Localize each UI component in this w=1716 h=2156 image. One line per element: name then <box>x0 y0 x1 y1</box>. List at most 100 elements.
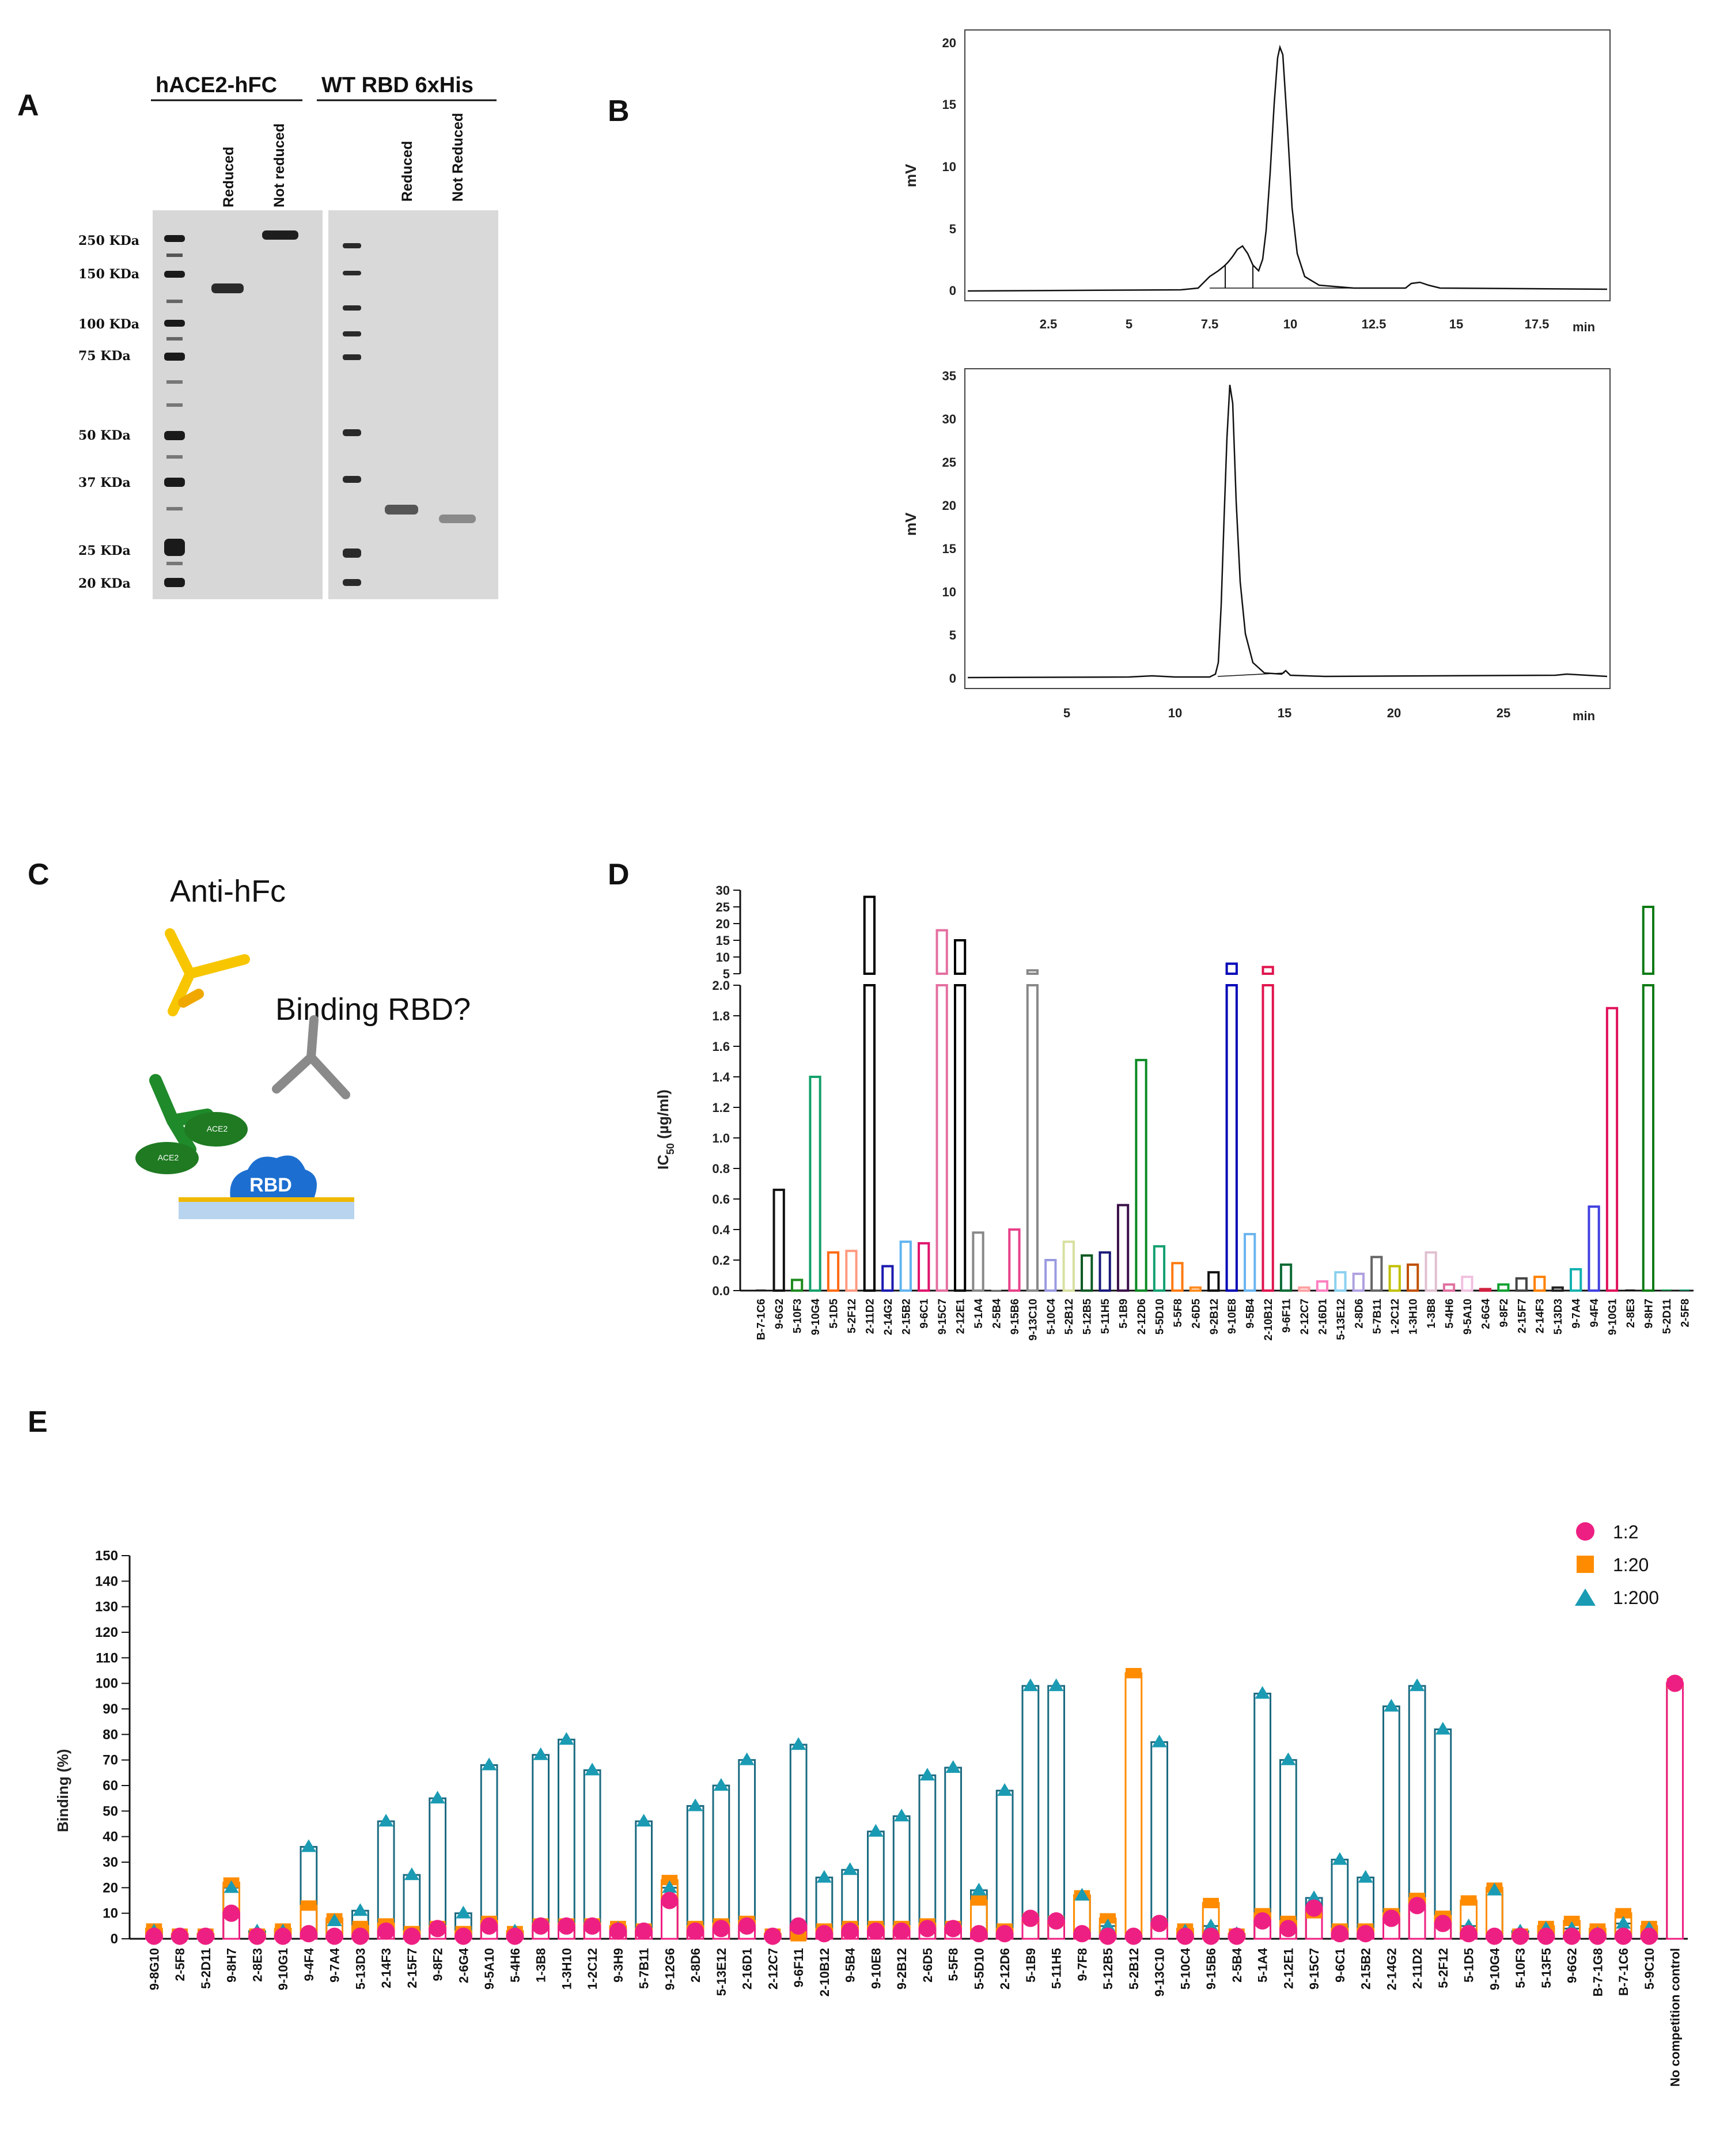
marker-1-2 <box>325 1927 343 1945</box>
category-label: 5-1A4 <box>1256 1947 1270 1983</box>
marker-1-2 <box>222 1904 240 1922</box>
marker-1-200 <box>739 1752 755 1765</box>
bar <box>1116 1204 1130 1292</box>
marker-1-2 <box>764 1927 782 1945</box>
rbd-icon: RBD <box>230 1155 317 1198</box>
bar-1-20 <box>1666 1682 1684 1940</box>
lane-label-reduced-right: Reduced <box>399 141 415 202</box>
bar <box>1425 1251 1437 1292</box>
bar <box>1044 1259 1057 1292</box>
category-label: 9-7A4 <box>328 1947 342 1983</box>
category-label: 2-11D2 <box>864 1299 876 1334</box>
marker-1-200 <box>1100 1918 1116 1931</box>
marker-1-2 <box>248 1927 266 1945</box>
chromatogram-bottom: mV 5 10 15 20 25 min 0 5 10 15 20 25 30 … <box>902 368 1611 723</box>
category-label: 5-13E12 <box>714 1948 729 1996</box>
category-label: 9-8F2 <box>431 1948 445 1981</box>
marker-1-20 <box>1100 1913 1116 1924</box>
y-tick-label: 100 <box>95 1676 118 1692</box>
panel-c: C Anti-hFc Binding RBD? ACE2 ACE2 RBD <box>28 858 471 1219</box>
bar <box>809 1076 821 1292</box>
y-tick-label: 10 <box>103 1906 118 1922</box>
marker-1-200 <box>224 1880 239 1893</box>
marker-1-2 <box>1408 1897 1426 1915</box>
bar-1-200 <box>1434 1728 1452 1940</box>
bar-upper <box>935 929 948 975</box>
category-label: 9-7F8 <box>1075 1948 1089 1981</box>
marker-1-2 <box>893 1922 911 1940</box>
panel-a-label: A <box>17 89 39 122</box>
bar <box>918 1242 930 1292</box>
category-label: 9-15C7 <box>937 1299 949 1334</box>
chromatogram-top-xtick: 12.5 <box>1362 317 1387 331</box>
lane-label-not-reduced-right: Not Reduced <box>450 113 466 202</box>
marker-1-2 <box>996 1925 1014 1943</box>
bar <box>1081 1254 1093 1292</box>
chromatogram-bottom-ytick: 0 <box>949 671 956 686</box>
category-label: 1-2C12 <box>585 1948 600 1989</box>
category-label: 5-13D3 <box>1552 1299 1565 1334</box>
chromatogram-bottom-xunit: min <box>1573 709 1595 723</box>
category-label: 2-5F8 <box>1679 1299 1691 1327</box>
category-label: 5-2D11 <box>1661 1299 1673 1334</box>
chromatogram-top-ylabel: mV <box>902 164 919 187</box>
bar-1-200 <box>480 1764 498 1940</box>
y-tick-label: 0.8 <box>712 1162 730 1176</box>
marker-1-2 <box>1047 1912 1065 1930</box>
marker-1-20 <box>1203 1897 1219 1908</box>
bar <box>1497 1283 1510 1292</box>
marker-1-2 <box>1253 1912 1271 1930</box>
bar <box>1189 1286 1202 1292</box>
bar <box>1605 1007 1619 1292</box>
marker-1-2 <box>1589 1927 1607 1945</box>
marker-1-20 <box>1563 1915 1580 1926</box>
bar <box>1569 1268 1582 1292</box>
panel-d-axes: 0.0 0.2 0.4 0.6 0.8 1.0 1.2 1.4 1.6 1.8 2.05 10 15 20… <box>712 883 1694 1298</box>
panel-e-bars <box>145 1667 1684 1945</box>
marker-1-200 <box>997 1783 1013 1796</box>
marker-1-200 <box>1151 1734 1167 1748</box>
marker-1-200 <box>971 1882 987 1896</box>
bar-1-200 <box>1666 1682 1684 1940</box>
panel-b: B mV 2.5 5 7.5 10 12.5 15 17.5 min 0 5 1… <box>608 29 1611 723</box>
category-label: 9-10E8 <box>1226 1299 1238 1334</box>
bar <box>1171 1262 1184 1292</box>
marker-1-2 <box>1331 1925 1348 1943</box>
marker-1-2 <box>790 1917 808 1935</box>
bar <box>881 1265 894 1292</box>
y-tick-label: 0.6 <box>712 1192 730 1206</box>
bar-1-200 <box>300 1845 318 1940</box>
category-label: 2-12D6 <box>998 1948 1012 1989</box>
marker-1-200 <box>1384 1699 1399 1712</box>
category-label: 2-5B4 <box>991 1299 1003 1329</box>
bar <box>1062 1240 1075 1292</box>
chromatogram-top-trace <box>967 44 1608 292</box>
category-label: 9-10G1 <box>276 1948 290 1990</box>
panel-a: A hACE2-hFC WT RBD 6xHis Reduced Not red… <box>17 73 498 599</box>
chromatogram-top-ytick: 5 <box>949 222 956 236</box>
category-label: 2-15F7 <box>1516 1299 1528 1333</box>
marker-1-200 <box>301 1839 316 1852</box>
bar-1-200 <box>1150 1741 1168 1940</box>
marker-1-200 <box>1306 1890 1322 1904</box>
bar-1-200 <box>995 1790 1014 1940</box>
category-label: 5-13F5 <box>1539 1948 1554 1988</box>
marker-1-2 <box>970 1925 988 1943</box>
chromatogram-top-xtick: 2.5 <box>1040 317 1058 331</box>
bar <box>899 1240 912 1292</box>
bar-1-200 <box>1279 1759 1297 1940</box>
marker-1-2 <box>274 1927 292 1945</box>
category-label: 5-2F12 <box>1436 1948 1450 1988</box>
y-tick-label: 140 <box>95 1573 118 1589</box>
marker-1-200 <box>842 1862 858 1875</box>
marker-1-200 <box>688 1798 703 1811</box>
y-tick-label: 70 <box>103 1753 118 1768</box>
category-label: 1-3H10 <box>1408 1299 1420 1334</box>
bar-1-200 <box>738 1759 756 1940</box>
y-tick-label: 5 <box>723 967 730 981</box>
bar-1-20 <box>1124 1672 1143 1940</box>
bar-1-200 <box>583 1769 601 1940</box>
marker-1-200 <box>456 1905 471 1919</box>
marker-1-200 <box>1048 1678 1064 1692</box>
category-label: 5-12B5 <box>1101 1948 1115 1989</box>
